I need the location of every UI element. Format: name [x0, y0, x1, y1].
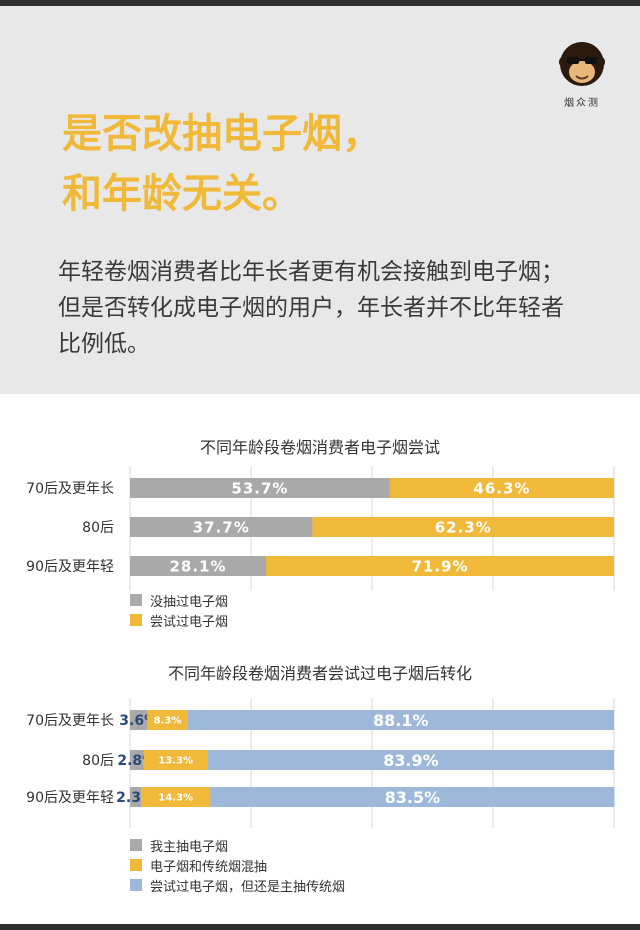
chart2-bar-3: [187, 710, 614, 730]
chart1-data-label: 71.9%: [411, 557, 468, 575]
chart1-bar-2: [312, 517, 614, 537]
chart2-data-label: 88.1%: [373, 711, 429, 730]
headline-line-2: 和年龄无关。: [62, 171, 302, 217]
chart2-legend-label-1: 我主抽电子烟: [150, 839, 229, 855]
chart2-legend-item-2: 电子烟和传统烟混抽: [130, 855, 345, 875]
legend-swatch-yellow: [130, 614, 142, 626]
chart1-bar-1: [130, 478, 390, 498]
description-line-2: 但是否转化成电子烟的用户，年长者并不比年轻者: [58, 295, 564, 321]
chart1-legend-label-2: 尝试过电子烟: [150, 614, 229, 630]
legend-swatch-gray: [130, 594, 142, 606]
headline-line-1: 是否改抽电子烟，: [62, 111, 382, 157]
chart1-data-label: 37.7%: [193, 518, 250, 536]
description-line-3: 比例低。: [58, 331, 150, 357]
chart2-category-label: 80后: [82, 753, 114, 769]
bottom-border: [0, 924, 640, 930]
chart2-category-label: 70后及更年长: [26, 713, 114, 729]
chart2-data-label: 83.5%: [385, 788, 441, 807]
legend-swatch-blue: [130, 879, 142, 891]
chart2-bar-1: [130, 787, 142, 807]
chart1-legend-label-1: 没抽过电子烟: [150, 594, 229, 610]
chart1-legend-item-2: 尝试过电子烟: [130, 610, 228, 630]
header-panel: [0, 6, 640, 394]
chart2-bar-1: [130, 750, 144, 770]
chart1-plot: 70后及更年长 53.7% 46.3% 80后 37.7% 62.3% 90后及更年轻 28.…: [26, 466, 615, 591]
chart1-legend: 没抽过电子烟 尝试过电子烟: [130, 590, 228, 630]
logo-text: 烟众测: [564, 98, 600, 109]
monkey-logo-icon: [559, 42, 605, 86]
chart2-data-label: 83.9%: [383, 751, 439, 770]
chart1-legend-item-1: 没抽过电子烟: [130, 590, 228, 610]
chart2-title: 不同年龄段卷烟消费者尝试过电子烟后转化: [167, 664, 472, 683]
chart1-data-label: 28.1%: [169, 557, 226, 575]
chart1-bar-1: [130, 556, 267, 576]
chart2-category-label: 90后及更年轻: [26, 790, 114, 806]
chart2-legend-label-2: 电子烟和传统烟混抽: [150, 859, 268, 875]
chart2-data-label: 8.3%: [154, 716, 182, 727]
chart2-bar-1: [130, 710, 148, 730]
chart1-category-label: 70后及更年长: [26, 481, 114, 497]
description-line-1: 年轻卷烟消费者比年长者更有机会接触到电子烟；: [58, 259, 564, 285]
chart2-bar-2: [143, 750, 208, 770]
top-border: [0, 0, 640, 6]
chart2-bar-2: [141, 787, 211, 807]
chart1-category-label: 90后及更年轻: [26, 559, 114, 575]
chart1-data-label: 53.7%: [231, 479, 288, 497]
chart2-bar-3: [210, 787, 615, 807]
chart1-category-label: 80后: [82, 520, 114, 536]
chart1-data-label: 62.3%: [435, 518, 492, 536]
chart2-bar-2: [147, 710, 188, 730]
chart2-legend-item-1: 我主抽电子烟: [130, 835, 345, 855]
chart1-bar-2: [266, 556, 614, 576]
chart1-title: 不同年龄段卷烟消费者电子烟尝试: [199, 438, 440, 457]
legend-swatch-gray: [130, 839, 142, 851]
chart2-legend: 我主抽电子烟 电子烟和传统烟混抽 尝试过电子烟，但还是主抽传统烟: [130, 835, 345, 895]
chart2-data-label: 14.3%: [158, 793, 193, 804]
chart2-legend-item-3: 尝试过电子烟，但还是主抽传统烟: [130, 875, 345, 895]
chart2-plot: 70后及更年长 3.6%8.3% 88.1%80后 2.8% 13.3% 83.9%90后…: [26, 698, 615, 828]
chart2-legend-label-3: 尝试过电子烟，但还是主抽传统烟: [150, 879, 346, 895]
legend-swatch-yellow: [130, 859, 142, 871]
chart1-bar-1: [130, 517, 313, 537]
chart2-data-label: 13.3%: [158, 756, 193, 767]
chart1-data-label: 46.3%: [473, 479, 530, 497]
chart2-bar-3: [207, 750, 614, 770]
chart1-bar-2: [389, 478, 614, 498]
